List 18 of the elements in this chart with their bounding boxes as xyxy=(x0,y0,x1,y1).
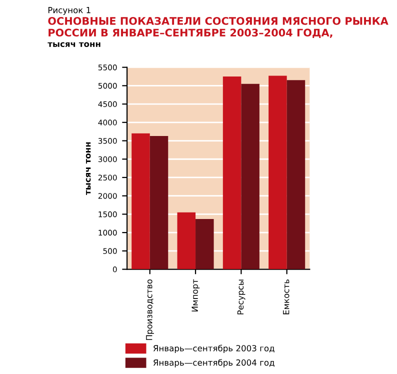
x-tick-label: Емкость xyxy=(283,279,290,314)
bar xyxy=(196,218,214,270)
x-tick-label: Производство xyxy=(146,279,154,340)
bar xyxy=(268,76,287,270)
bar xyxy=(241,84,260,270)
legend-label: Январь—сентябрь 2003 год xyxy=(153,344,274,353)
x-tick-label: Импорт xyxy=(192,279,200,312)
chart-title: ОСНОВНЫЕ ПОКАЗАТЕЛИ СОСТОЯНИЯ МЯСНОГО РЫНКА РОССИИ В ЯНВАРЕ–СЕНТЯБРЕ 2003–2004 ГОДА, xyxy=(48,17,388,38)
bar xyxy=(132,133,150,270)
bar xyxy=(222,76,242,270)
x-tick-label: Ресурсы xyxy=(237,280,246,314)
chart-subtitle: тысяч тонн xyxy=(48,42,100,48)
bar xyxy=(286,80,306,270)
text: Рисунок 1 xyxy=(48,7,90,15)
legend-label: Январь—сентябрь 2004 год xyxy=(153,359,274,368)
y-axis-title: тысяч тонн xyxy=(86,142,91,195)
bar xyxy=(177,212,196,270)
bar xyxy=(150,136,168,270)
